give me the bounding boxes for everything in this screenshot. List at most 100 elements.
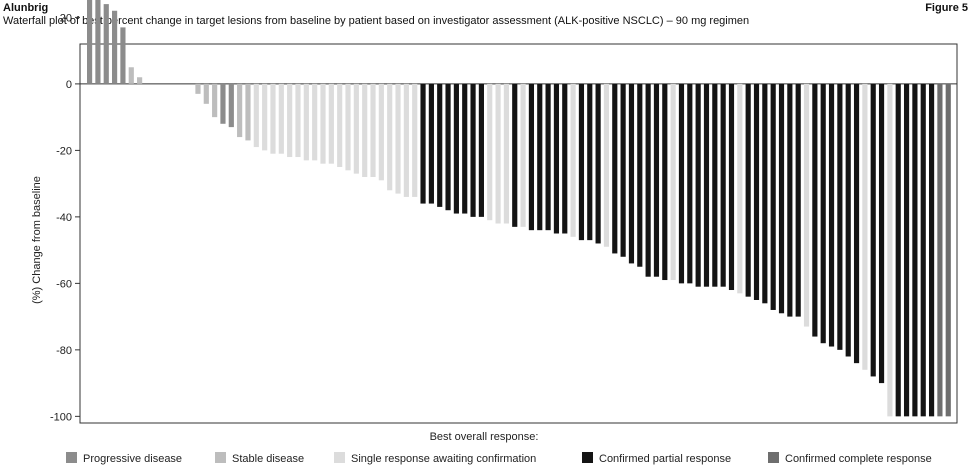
bar	[295, 83, 301, 158]
bar	[337, 83, 343, 167]
legend-item-cr: Confirmed complete response	[768, 452, 932, 465]
bar	[812, 83, 818, 337]
bar	[503, 83, 509, 224]
bar	[687, 83, 693, 284]
legend-label: Stable disease	[232, 453, 304, 465]
bar	[762, 83, 768, 304]
bar	[778, 83, 785, 314]
y-tick-label: -100	[50, 411, 72, 423]
legend-item-sd: Stable disease	[215, 452, 304, 465]
bar	[487, 83, 493, 221]
bar	[212, 83, 218, 118]
bar	[278, 83, 284, 154]
bar	[220, 83, 226, 124]
bar	[845, 83, 851, 357]
bar	[537, 83, 543, 231]
bar	[878, 83, 885, 384]
bar	[403, 83, 409, 197]
bar	[437, 83, 443, 207]
brand-name: Alunbrig	[3, 2, 49, 14]
bar	[112, 10, 118, 84]
y-tick-label: -20	[56, 145, 72, 157]
bar	[445, 83, 451, 211]
bar	[237, 83, 243, 138]
bar	[720, 83, 726, 287]
bar	[253, 83, 259, 148]
bar	[770, 83, 776, 310]
bar	[262, 83, 268, 151]
legend-label: Confirmed complete response	[785, 453, 932, 465]
bar	[195, 83, 201, 94]
bar	[103, 4, 109, 84]
legend-label: Single response awaiting confirmation	[351, 453, 536, 465]
bar	[95, 0, 101, 84]
bar	[728, 83, 735, 291]
bar	[570, 83, 576, 237]
bar	[203, 83, 209, 104]
bar	[587, 83, 593, 241]
y-tick-label: 0	[66, 79, 72, 91]
legend-label: Progressive disease	[83, 453, 182, 465]
bar	[478, 83, 484, 217]
bar	[520, 83, 526, 227]
bar	[895, 83, 901, 417]
legend-swatch	[334, 452, 345, 463]
bar	[270, 83, 276, 154]
legend-item-sra: Single response awaiting confirmation	[334, 452, 536, 465]
y-tick-label: -40	[56, 212, 72, 224]
figure-label: Figure 5	[925, 2, 968, 14]
bar	[228, 83, 234, 128]
bar	[470, 83, 476, 217]
bar	[545, 83, 551, 231]
bar	[578, 83, 585, 241]
bar	[428, 83, 434, 204]
bar	[303, 83, 309, 161]
bar	[137, 77, 143, 84]
bar	[420, 83, 426, 204]
bar	[945, 83, 951, 417]
bar	[628, 83, 635, 264]
bar	[462, 83, 468, 214]
bar	[903, 83, 910, 417]
bar	[245, 83, 251, 141]
legend-label: Confirmed partial response	[599, 453, 731, 465]
bar	[737, 83, 743, 294]
bar	[928, 83, 935, 417]
y-tick-label: 20	[60, 12, 72, 24]
bar	[745, 83, 751, 297]
bar	[603, 83, 610, 247]
bar	[453, 83, 459, 214]
bar	[787, 83, 793, 317]
bar	[920, 83, 926, 417]
bar	[678, 83, 685, 284]
bar	[637, 83, 643, 267]
bar	[795, 83, 801, 317]
bar	[87, 0, 93, 84]
legend-swatch	[215, 452, 226, 463]
bar	[120, 27, 126, 84]
bar	[703, 83, 710, 287]
legend: Progressive disease Stable disease Single …	[66, 452, 932, 465]
bar	[620, 83, 626, 257]
bar	[553, 83, 560, 234]
bar	[662, 83, 668, 281]
legend-item-pd: Progressive disease	[66, 452, 182, 465]
bar	[345, 83, 351, 171]
bar	[695, 83, 701, 287]
bar	[387, 83, 393, 191]
bar	[287, 83, 293, 158]
bar	[528, 83, 535, 231]
bar	[862, 83, 868, 370]
legend-swatch	[768, 452, 779, 463]
bar	[670, 83, 676, 281]
bar	[820, 83, 826, 344]
plot-frame	[79, 43, 958, 424]
bar	[912, 83, 918, 417]
bar	[753, 83, 760, 300]
bar	[320, 83, 326, 164]
bar	[612, 83, 618, 254]
bar	[803, 83, 810, 327]
bar	[512, 83, 518, 227]
bar	[645, 83, 651, 277]
bar	[312, 83, 318, 161]
